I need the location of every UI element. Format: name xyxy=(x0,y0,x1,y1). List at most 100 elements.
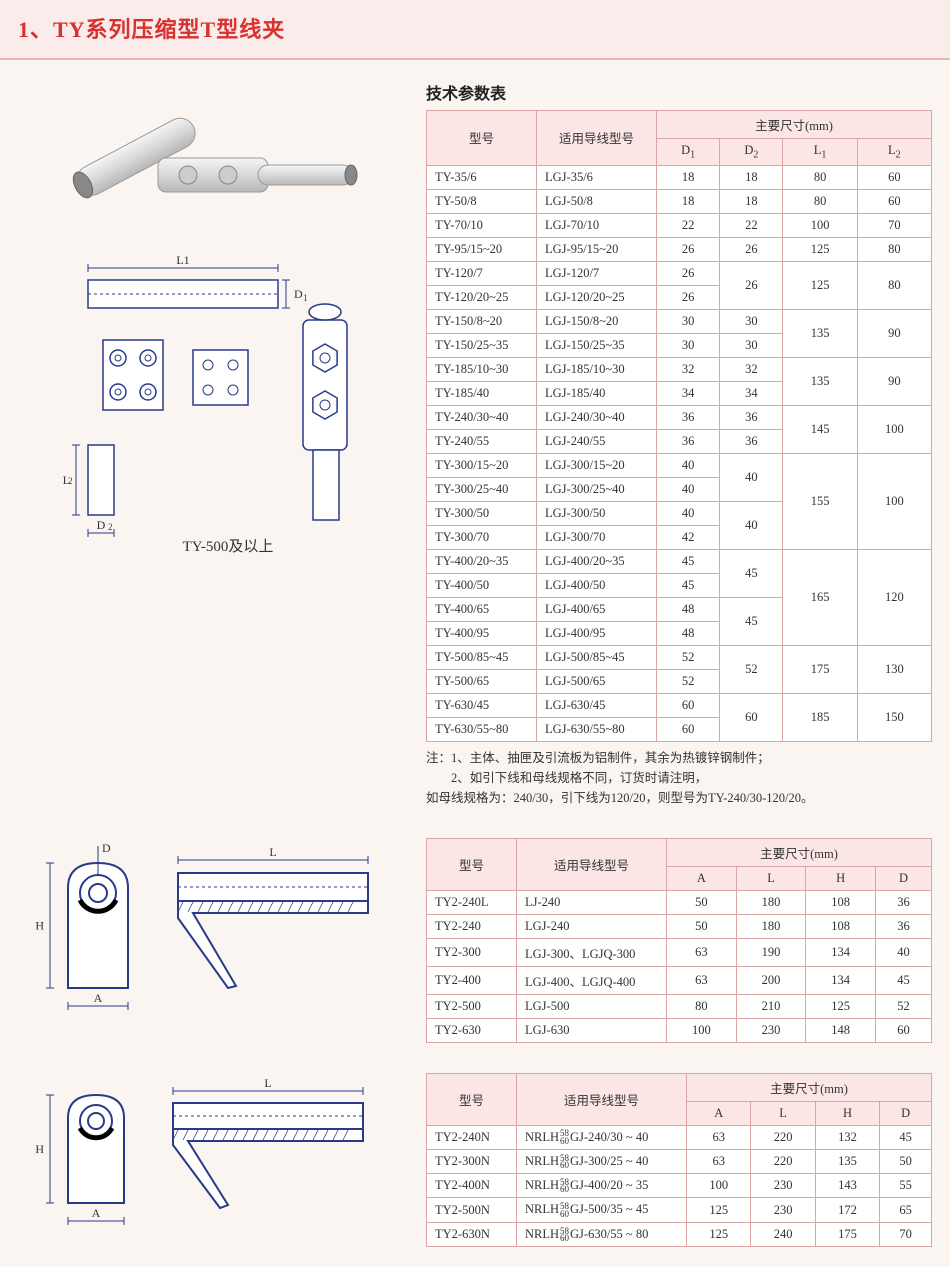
cell-value: 63 xyxy=(687,1125,751,1149)
cell-l1: 155 xyxy=(783,453,857,549)
cell-value: 134 xyxy=(806,938,876,966)
cell-wire: NRLH5860GJ-240/30 ~ 40 xyxy=(517,1125,687,1149)
cell-model: TY2-500N xyxy=(427,1198,517,1222)
engineering-diagram-2: HADL xyxy=(28,838,388,1038)
cell-l2: 60 xyxy=(857,189,931,213)
svg-text:2: 2 xyxy=(68,476,73,486)
cell-wire: LGJ-95/15~20 xyxy=(537,237,657,261)
cell-wire: LGJ-630/45 xyxy=(537,693,657,717)
cell-wire: NRLH5860GJ-630/55 ~ 80 xyxy=(517,1222,687,1246)
cell-value: 36 xyxy=(876,914,932,938)
cell-value: 100 xyxy=(667,1018,737,1042)
cell-wire: LGJ-240/30~40 xyxy=(537,405,657,429)
cell-d1: 26 xyxy=(657,285,720,309)
cell-model: TY-185/40 xyxy=(427,381,537,405)
cell-l1: 100 xyxy=(783,213,857,237)
spec-table-3: 型号 适用导线型号 主要尺寸(mm) ALHD TY2-240NNRLH5860… xyxy=(426,1073,932,1248)
cell-model: TY-150/25~35 xyxy=(427,333,537,357)
cell-l1: 175 xyxy=(783,645,857,693)
note-line: 注：1、主体、抽匣及引流板为铝制件，其余为热镀锌钢制件； xyxy=(426,748,932,768)
cell-value: 100 xyxy=(687,1174,751,1198)
th-col_d1: D1 xyxy=(657,139,720,166)
cell-d2: 52 xyxy=(720,645,783,693)
cell-model: TY-400/65 xyxy=(427,597,537,621)
table-row: TY2-300NNRLH5860GJ-300/25 ~ 406322013550 xyxy=(427,1149,932,1173)
cell-d1: 48 xyxy=(657,597,720,621)
cell-l2: 80 xyxy=(857,261,931,309)
cell-value: 55 xyxy=(880,1174,932,1198)
cell-wire: LGJ-300、LGJQ-300 xyxy=(517,938,667,966)
cell-model: TY2-630N xyxy=(427,1222,517,1246)
cell-d2: 40 xyxy=(720,501,783,549)
cell-model: TY-120/20~25 xyxy=(427,285,537,309)
cell-model: TY-35/6 xyxy=(427,165,537,189)
cell-d2: 26 xyxy=(720,261,783,309)
cell-model: TY-70/10 xyxy=(427,213,537,237)
cell-wire: LGJ-400/20~35 xyxy=(537,549,657,573)
cell-l1: 165 xyxy=(783,549,857,645)
table-row: TY-150/8~20LGJ-150/8~20303013590 xyxy=(427,309,932,333)
cell-value: 36 xyxy=(876,890,932,914)
cell-model: TY-300/25~40 xyxy=(427,477,537,501)
cell-wire: NRLH5860GJ-400/20 ~ 35 xyxy=(517,1174,687,1198)
cell-wire: LGJ-300/50 xyxy=(537,501,657,525)
engineering-diagram-3: HAL xyxy=(28,1073,388,1243)
cell-d1: 45 xyxy=(657,573,720,597)
cell-model: TY-185/10~30 xyxy=(427,357,537,381)
th-L: L xyxy=(736,866,806,890)
cell-model: TY-400/20~35 xyxy=(427,549,537,573)
table1-title: 技术参数表 xyxy=(426,80,932,104)
cell-d1: 30 xyxy=(657,309,720,333)
cell-l1: 125 xyxy=(783,237,857,261)
cell-wire: LGJ-500/65 xyxy=(537,669,657,693)
page-title: 1、TY系列压缩型T型线夹 xyxy=(0,0,950,60)
cell-l2: 120 xyxy=(857,549,931,645)
cell-d1: 36 xyxy=(657,429,720,453)
cell-wire: LGJ-400/65 xyxy=(537,597,657,621)
cell-value: 143 xyxy=(815,1174,879,1198)
cell-value: 180 xyxy=(736,914,806,938)
table-row: TY-240/30~40LGJ-240/30~403636145100 xyxy=(427,405,932,429)
cell-l2: 60 xyxy=(857,165,931,189)
cell-d2: 18 xyxy=(720,165,783,189)
table-row: TY2-240LLJ-2405018010836 xyxy=(427,890,932,914)
cell-d1: 18 xyxy=(657,165,720,189)
cell-model: TY-50/8 xyxy=(427,189,537,213)
cell-d2: 30 xyxy=(720,309,783,333)
cell-l2: 90 xyxy=(857,309,931,357)
cell-value: 132 xyxy=(815,1125,879,1149)
cell-d1: 34 xyxy=(657,381,720,405)
th-model: 型号 xyxy=(427,1073,517,1125)
cell-model: TY-95/15~20 xyxy=(427,237,537,261)
cell-wire: LGJ-185/10~30 xyxy=(537,357,657,381)
svg-text:D: D xyxy=(102,841,111,855)
cell-d1: 30 xyxy=(657,333,720,357)
cell-model: TY-300/70 xyxy=(427,525,537,549)
svg-text:L: L xyxy=(269,845,276,859)
cell-model: TY2-300N xyxy=(427,1149,517,1173)
cell-d2: 45 xyxy=(720,549,783,597)
cell-model: TY2-240N xyxy=(427,1125,517,1149)
cell-value: 45 xyxy=(880,1125,932,1149)
cell-d1: 32 xyxy=(657,357,720,381)
table-row: TY2-400NNRLH5860GJ-400/20 ~ 351002301435… xyxy=(427,1174,932,1198)
cell-model: TY2-300 xyxy=(427,938,517,966)
table-row: TY-300/15~20LGJ-300/15~204040155100 xyxy=(427,453,932,477)
cell-value: 230 xyxy=(751,1198,815,1222)
cell-d1: 48 xyxy=(657,621,720,645)
svg-text:H: H xyxy=(35,1142,44,1156)
cell-value: 148 xyxy=(806,1018,876,1042)
cell-d2: 18 xyxy=(720,189,783,213)
cell-value: 134 xyxy=(806,966,876,994)
th-wire: 适用导线型号 xyxy=(517,838,667,890)
cell-model: TY-300/50 xyxy=(427,501,537,525)
cell-model: TY-240/55 xyxy=(427,429,537,453)
cell-l2: 70 xyxy=(857,213,931,237)
svg-text:D: D xyxy=(97,518,106,532)
note-line: 2、如引下线和母线规格不同，订货时请注明， xyxy=(426,768,932,788)
cell-model: TY2-630 xyxy=(427,1018,517,1042)
cell-value: 108 xyxy=(806,914,876,938)
cell-d1: 40 xyxy=(657,453,720,477)
cell-value: 63 xyxy=(667,966,737,994)
cell-value: 220 xyxy=(751,1125,815,1149)
